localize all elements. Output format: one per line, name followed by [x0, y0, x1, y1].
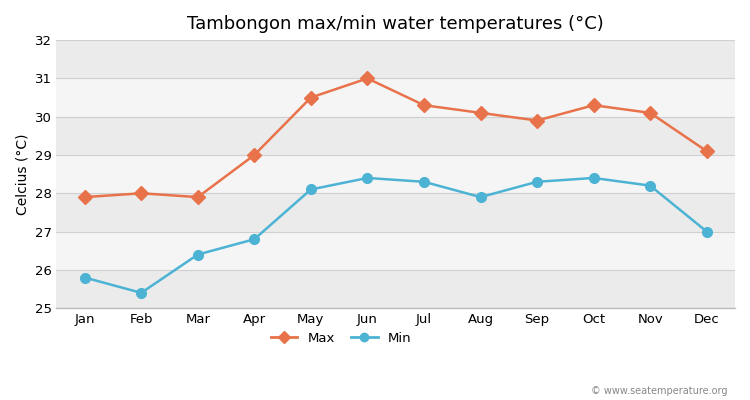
Bar — [56, 117, 735, 155]
Y-axis label: Celcius (°C): Celcius (°C) — [15, 133, 29, 215]
Bar — [56, 270, 735, 308]
Text: © www.seatemperature.org: © www.seatemperature.org — [591, 386, 728, 396]
Bar — [56, 78, 735, 117]
Bar — [56, 193, 735, 232]
Bar — [56, 155, 735, 193]
Title: Tambongon max/min water temperatures (°C): Tambongon max/min water temperatures (°C… — [188, 15, 604, 33]
Bar — [56, 232, 735, 270]
Legend: Max, Min: Max, Min — [266, 326, 417, 350]
Bar — [56, 40, 735, 78]
